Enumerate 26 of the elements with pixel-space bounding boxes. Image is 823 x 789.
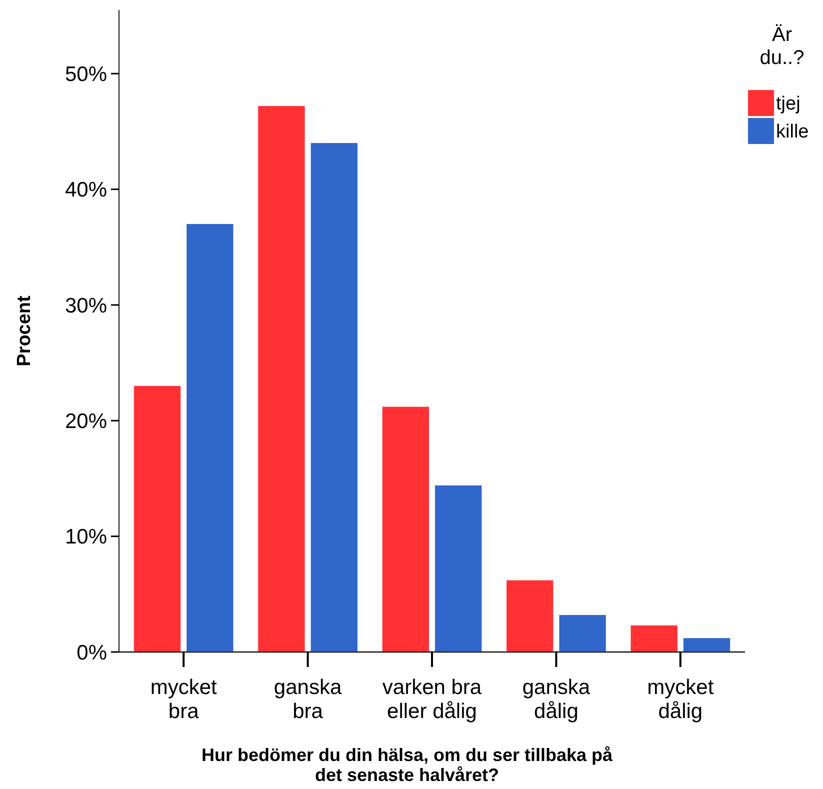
bar xyxy=(134,386,181,652)
y-tick-label: 50% xyxy=(64,62,107,86)
y-tick-label: 40% xyxy=(64,178,107,202)
bar xyxy=(435,485,482,652)
legend-label: kille xyxy=(776,122,809,143)
legend-label: tjej xyxy=(776,94,800,115)
bar xyxy=(683,638,730,652)
legend-title: Är du..? xyxy=(760,24,804,69)
x-tick-label: varken bra eller dålig xyxy=(382,676,482,723)
bar xyxy=(258,106,305,652)
bar xyxy=(310,143,358,652)
bar xyxy=(630,625,678,652)
x-tick-label: mycket bra xyxy=(150,676,217,723)
bar xyxy=(506,580,554,652)
y-axis-title: Procent xyxy=(14,294,35,366)
y-tick-label: 10% xyxy=(64,526,107,549)
bar xyxy=(559,614,606,652)
y-tick-label: 0% xyxy=(76,641,107,664)
x-tick-label: ganska dålig xyxy=(522,676,590,723)
y-tick-label: 30% xyxy=(64,294,107,318)
x-tick-label: mycket dålig xyxy=(647,676,714,723)
y-tick-label: 20% xyxy=(64,410,107,433)
bar xyxy=(382,406,429,652)
x-axis-title: Hur bedömer du din hälsa, om du ser tillbaka på det senaste halvåret? xyxy=(201,745,614,785)
x-tick-label: ganska bra xyxy=(274,676,342,723)
bar xyxy=(186,224,234,652)
